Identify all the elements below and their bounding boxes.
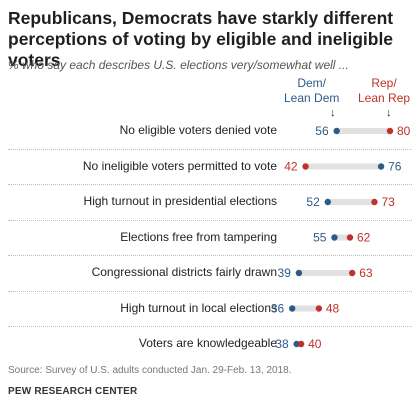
- dem-dot: [295, 269, 303, 277]
- source-note: Source: Survey of U.S. adults conducted …: [8, 365, 292, 376]
- legend-rep-arrow-icon: ↓: [386, 107, 392, 119]
- dem-value-label: 56: [315, 124, 329, 138]
- category-label: No ineligible voters permitted to vote: [82, 158, 277, 173]
- rep-value-label: 63: [359, 266, 373, 280]
- row-divider: [8, 290, 412, 292]
- row-divider: [8, 255, 412, 257]
- dem-dot: [377, 163, 385, 170]
- legend-dem: Dem/ Lean Dem: [284, 76, 339, 106]
- row-divider: [8, 219, 412, 221]
- category-label: High turnout in presidential elections: [83, 194, 277, 208]
- rep-value-label: 73: [381, 195, 395, 209]
- dem-dot: [333, 127, 340, 135]
- category-label: Voters are knowledgeable: [138, 336, 277, 350]
- row-divider: [8, 184, 412, 186]
- chart-title: Republicans, Democrats have starkly diff…: [8, 8, 394, 70]
- rep-value-label: 48: [326, 302, 340, 316]
- dem-value-label: 38: [275, 337, 289, 351]
- dem-dot: [331, 234, 338, 241]
- dem-dot: [289, 305, 296, 312]
- rep-dot: [302, 163, 309, 170]
- legend-rep-line-2: Lean Rep: [358, 91, 411, 105]
- rep-dot: [346, 234, 354, 241]
- rep-dot: [371, 198, 378, 206]
- category-label: No eligible voters denied vote: [119, 123, 277, 137]
- dem-dot: [324, 198, 331, 206]
- legend-dem-line-2: Lean Dem: [284, 91, 340, 105]
- category-label: High turnout in local elections: [120, 300, 277, 315]
- rep-dot: [297, 340, 305, 348]
- row-divider: [8, 326, 412, 328]
- legend-rep-line-1: Rep/: [371, 76, 397, 90]
- rep-value-label: 62: [357, 231, 371, 245]
- rep-value-label: 42: [284, 160, 298, 174]
- legend-dem-line-1: Dem/: [297, 76, 327, 90]
- rep-dot: [315, 305, 323, 312]
- dem-value-label: 52: [306, 195, 320, 209]
- rep-dot: [386, 127, 394, 135]
- chart-subtitle: % who say each describes U.S. elections …: [8, 58, 349, 72]
- dem-value-label: 36: [271, 302, 285, 316]
- dem-dot: [293, 340, 300, 348]
- dem-value-label: 55: [313, 231, 327, 245]
- dem-value-label: 76: [388, 160, 402, 174]
- rep-value-label: 80: [397, 124, 411, 138]
- organization-name: PEW RESEARCH CENTER: [8, 386, 138, 397]
- row-divider: [8, 148, 412, 150]
- dem-value-label: 39: [278, 266, 292, 280]
- category-label: Elections free from tampering: [120, 229, 277, 244]
- rep-value-label: 40: [308, 337, 322, 351]
- rep-dot: [349, 269, 356, 277]
- category-label: Congressional districts fairly drawn: [91, 265, 277, 279]
- legend-rep: Rep/ Lean Rep: [358, 76, 410, 106]
- legend-dem-arrow-icon: ↓: [330, 107, 336, 119]
